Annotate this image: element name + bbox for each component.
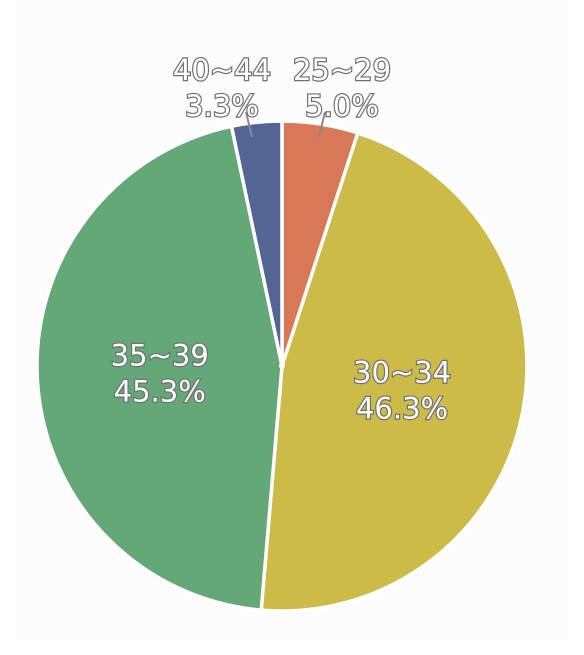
slice-label-40~44: 40~44 3.3%: [173, 53, 271, 123]
slice-category-label: 40~44: [173, 53, 271, 87]
pie-slice-40~44: [229, 119, 284, 368]
slice-percent-label: 46.3%: [356, 391, 448, 425]
slice-label-25~29: 25~29 5.0%: [293, 53, 391, 123]
slice-label-30~34: 30~34 46.3%: [353, 355, 451, 425]
pie-center-dot: [279, 363, 285, 369]
slice-category-label: 30~34: [353, 355, 451, 389]
leader-line-40~44: [245, 111, 253, 138]
pie-slice-30~34: [259, 131, 529, 613]
slice-percent-label: 5.0%: [305, 89, 379, 123]
slice-percent-label: 45.3%: [114, 375, 206, 409]
slice-label-35~39: 35~39 45.3%: [111, 339, 209, 409]
slice-percent-label: 3.3%: [185, 89, 259, 123]
pie-slice-35~39: [35, 124, 284, 612]
leader-line-25~29: [318, 111, 326, 138]
slice-category-label: 25~29: [293, 53, 391, 87]
slice-category-label: 35~39: [111, 339, 209, 373]
